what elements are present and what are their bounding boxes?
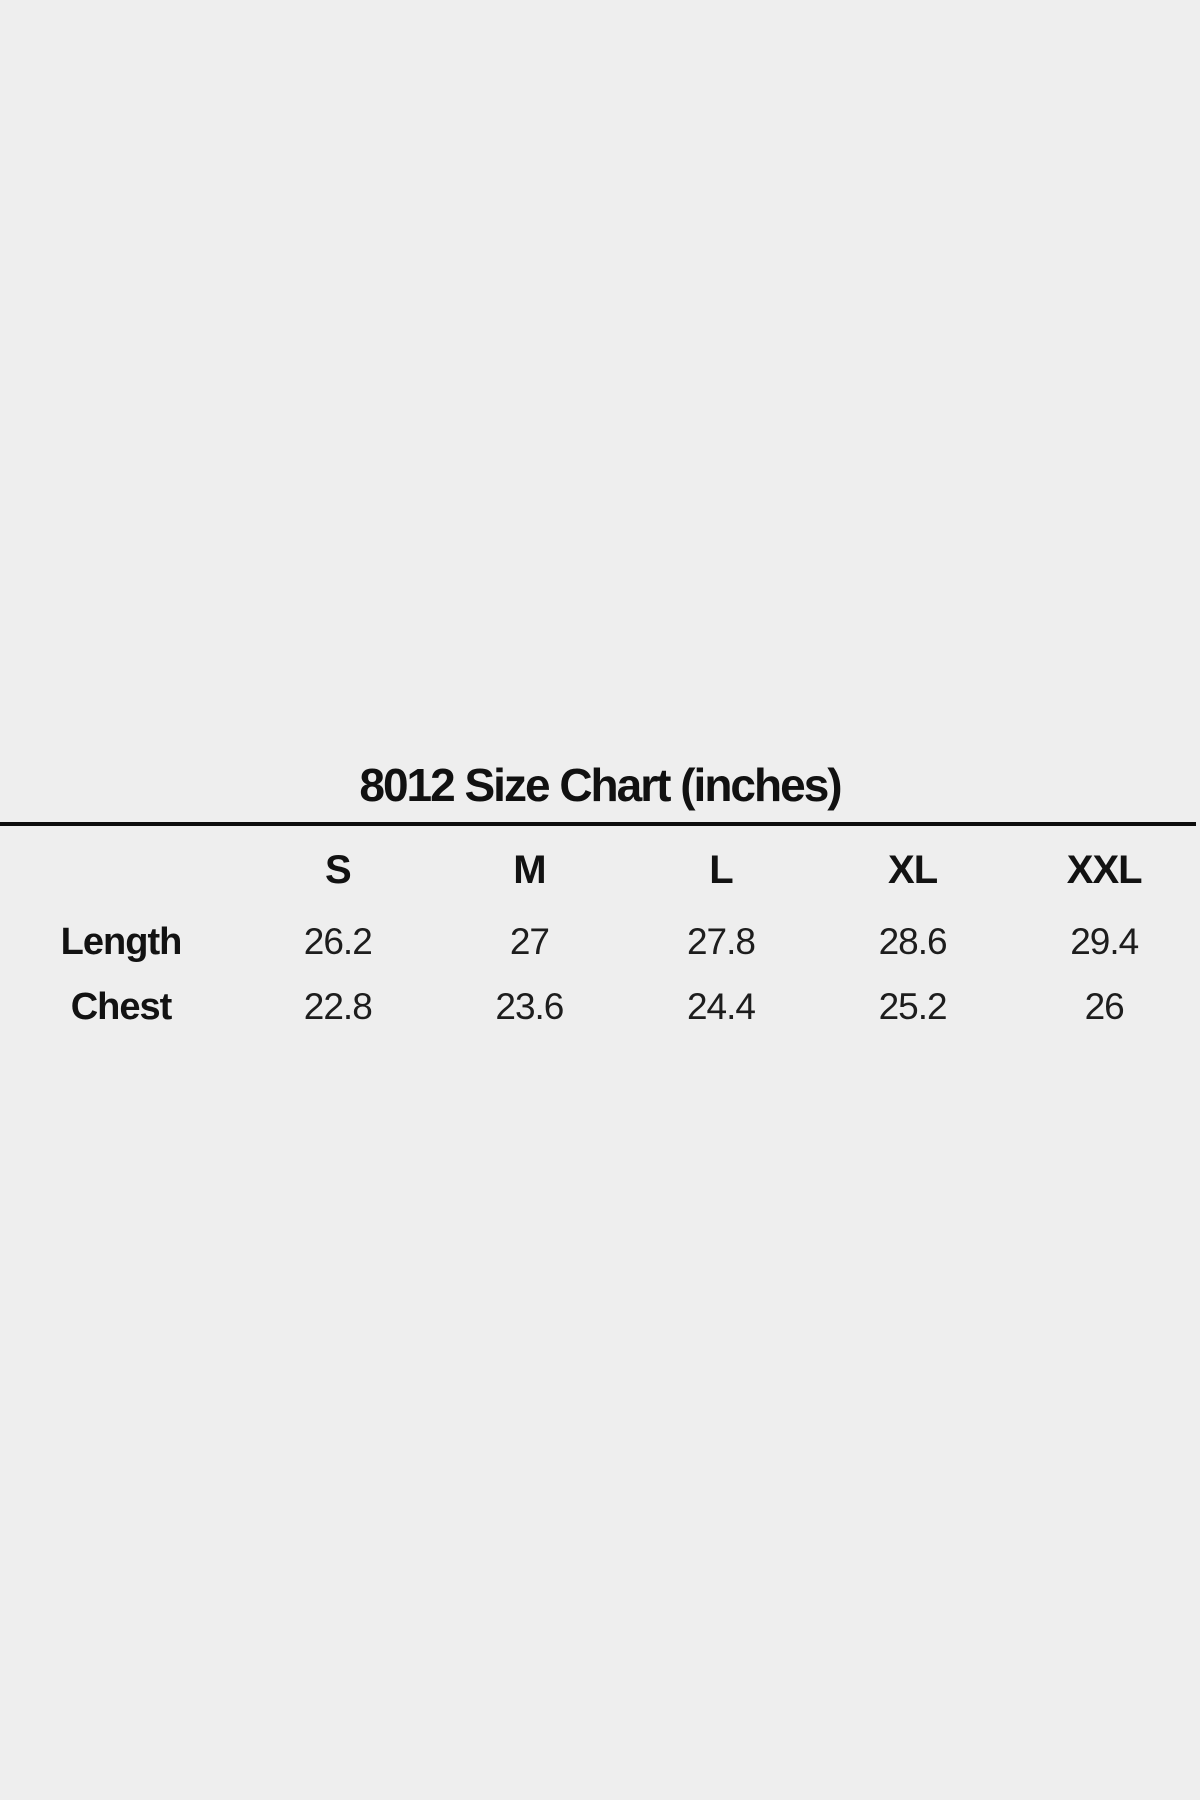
cell-chest-xl: 25.2	[878, 986, 948, 1027]
column-header-s: S	[324, 847, 352, 892]
cell-chest-xxl: 26	[1084, 986, 1125, 1027]
title-divider-rule	[0, 822, 1196, 826]
row-label-chest: Chest	[70, 985, 173, 1028]
column-header-l: L	[709, 847, 733, 892]
cell-chest-s: 22.8	[303, 986, 373, 1027]
cell-length-m: 27	[509, 921, 550, 962]
corner-cell	[0, 830, 242, 910]
column-header-m: M	[513, 847, 546, 892]
cell-length-l: 27.8	[686, 921, 756, 962]
table-row-length: Length 26.2 27 27.8 28.6 29.4	[0, 910, 1200, 974]
cell-length-xl: 28.6	[878, 921, 948, 962]
column-header-xxl: XXL	[1066, 847, 1143, 892]
table-row-chest: Chest 22.8 23.6 24.4 25.2 26	[0, 974, 1200, 1040]
row-label-length: Length	[60, 920, 183, 963]
cell-chest-m: 23.6	[495, 986, 564, 1027]
size-chart-title: 8012 Size Chart (inches)	[359, 759, 842, 811]
size-table: S M L XL XXL Length 26.2 27 27.8 28.6 29…	[0, 826, 1200, 1040]
column-header-xl: XL	[888, 847, 938, 892]
cell-chest-l: 24.4	[686, 986, 756, 1027]
cell-length-s: 26.2	[303, 921, 373, 962]
size-chart: 8012 Size Chart (inches) S M L XL XXL Le…	[0, 762, 1200, 1040]
cell-length-xxl: 29.4	[1070, 921, 1139, 962]
table-header-row: S M L XL XXL	[0, 826, 1200, 910]
